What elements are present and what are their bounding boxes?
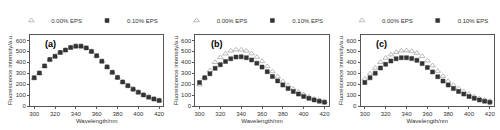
svg-text:500: 500: [346, 48, 357, 54]
svg-text:400: 400: [16, 59, 27, 65]
svg-text:200: 200: [16, 81, 27, 87]
svg-text:0.10% EPS: 0.10% EPS: [458, 18, 489, 24]
svg-text:340: 340: [401, 111, 412, 117]
svg-text:360: 360: [92, 111, 103, 117]
svg-text:Wavelength/nm: Wavelength/nm: [241, 118, 282, 124]
svg-text:380: 380: [443, 111, 454, 117]
svg-text:400: 400: [299, 111, 310, 117]
svg-text:200: 200: [346, 81, 357, 87]
svg-text:420: 420: [154, 111, 165, 117]
svg-text:Fluorescence intensity/a.u: Fluorescence intensity/a.u: [7, 36, 13, 106]
svg-text:600: 600: [346, 38, 357, 44]
svg-text:340: 340: [236, 111, 247, 117]
svg-text:(a): (a): [45, 39, 56, 49]
svg-text:Wavelength/nm: Wavelength/nm: [76, 118, 117, 124]
svg-text:0: 0: [188, 103, 192, 109]
svg-text:200: 200: [181, 81, 192, 87]
svg-text:320: 320: [215, 111, 226, 117]
svg-text:100: 100: [346, 92, 357, 98]
svg-text:0: 0: [353, 103, 357, 109]
svg-text:360: 360: [422, 111, 433, 117]
svg-text:0.00% EPS: 0.00% EPS: [217, 18, 248, 24]
svg-text:300: 300: [194, 111, 205, 117]
svg-text:(b): (b): [211, 39, 223, 49]
svg-text:0.00% EPS: 0.00% EPS: [382, 18, 413, 24]
svg-text:320: 320: [381, 111, 392, 117]
svg-text:320: 320: [50, 111, 61, 117]
svg-text:0: 0: [22, 103, 26, 109]
svg-text:400: 400: [181, 59, 192, 65]
svg-text:0.00% EPS: 0.00% EPS: [51, 18, 82, 24]
svg-text:100: 100: [181, 92, 192, 98]
svg-text:300: 300: [29, 111, 40, 117]
svg-text:380: 380: [278, 111, 289, 117]
svg-text:400: 400: [464, 111, 475, 117]
svg-text:Fluorescence intensity/a.u: Fluorescence intensity/a.u: [173, 36, 179, 106]
svg-text:500: 500: [181, 48, 192, 54]
svg-text:300: 300: [346, 70, 357, 76]
svg-text:600: 600: [16, 38, 27, 44]
svg-text:300: 300: [360, 111, 371, 117]
svg-text:420: 420: [485, 111, 496, 117]
svg-text:400: 400: [133, 111, 144, 117]
svg-text:Wavelength/nm: Wavelength/nm: [407, 118, 448, 124]
svg-text:600: 600: [181, 38, 192, 44]
svg-text:300: 300: [16, 70, 27, 76]
svg-text:400: 400: [346, 59, 357, 65]
svg-text:0.10% EPS: 0.10% EPS: [292, 18, 323, 24]
svg-text:0.10% EPS: 0.10% EPS: [127, 18, 158, 24]
svg-text:340: 340: [71, 111, 82, 117]
svg-text:500: 500: [16, 48, 27, 54]
svg-text:420: 420: [319, 111, 330, 117]
svg-text:Fluorescence intensity/a.u: Fluorescence intensity/a.u: [338, 36, 344, 106]
svg-text:100: 100: [16, 92, 27, 98]
svg-text:360: 360: [257, 111, 268, 117]
svg-text:380: 380: [112, 111, 123, 117]
svg-text:(c): (c): [376, 39, 387, 49]
svg-text:300: 300: [181, 70, 192, 76]
